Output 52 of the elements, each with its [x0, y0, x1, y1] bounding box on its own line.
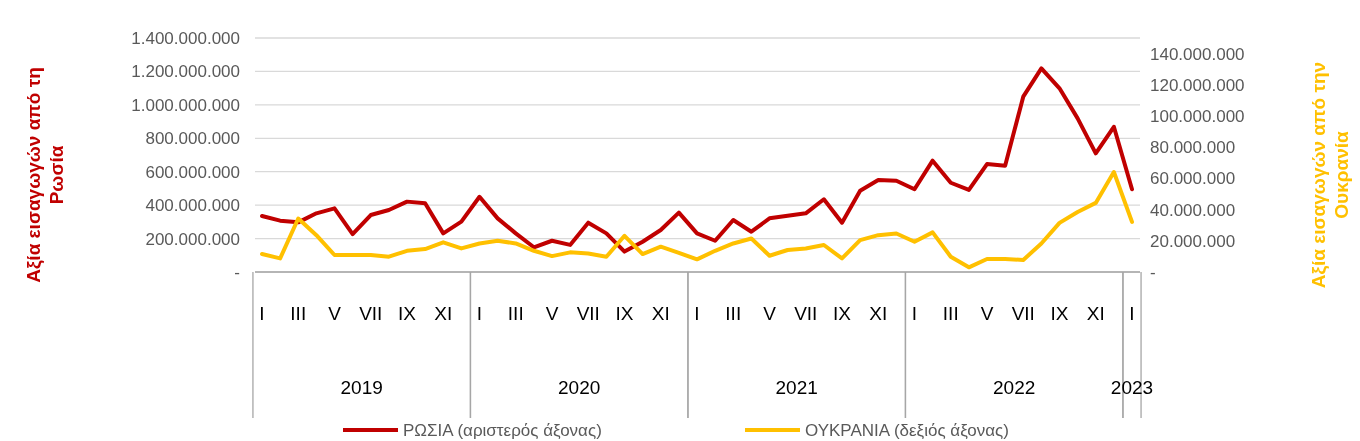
x-tick-label: XI	[651, 303, 670, 324]
x-tick-label: I	[259, 303, 265, 324]
x-tick-label: VII	[576, 303, 600, 324]
x-tick-label: V	[980, 303, 994, 324]
y2-tick-label: 60.000.000	[1150, 169, 1236, 189]
text: 2019	[340, 377, 383, 398]
x-tick-label: III	[725, 303, 742, 324]
x-tick-label: I	[911, 303, 918, 324]
y2-tick-label: 20.000.000	[1150, 231, 1236, 251]
x-tick-label: V	[545, 303, 559, 324]
legend-label: ΟΥΚΡΑΝΙΑ (δεξιός άξονας)	[805, 420, 1009, 440]
x-tick-label: I	[476, 303, 483, 324]
y-tick-label: 200.000.000	[145, 229, 240, 249]
x-tick-label: III	[507, 303, 524, 324]
x-tick-label: IX	[398, 303, 417, 324]
y-tick-label: 1.000.000.000	[131, 95, 240, 115]
x-tick-label: VII	[1011, 303, 1035, 324]
line-series	[260, 170, 1134, 270]
y2-tick-label: 80.000.000	[1150, 138, 1236, 158]
text: 2023	[1110, 377, 1154, 398]
x-tick-label: IX	[615, 303, 634, 324]
y-tick-label: 1.400.000.000	[131, 28, 240, 48]
y-axis-title: Αξία εισαγωγών από τη Ρωσία	[23, 67, 67, 283]
x-tick-label: IX	[1050, 303, 1069, 324]
x-tick-label: III	[942, 303, 959, 324]
x-tick-label: XI	[434, 303, 453, 324]
x-tick-label: V	[328, 303, 342, 324]
line-series	[260, 66, 1134, 254]
text: 2020	[558, 377, 601, 398]
legend-label: ΡΩΣΙΑ (αριστερός άξονας)	[403, 420, 602, 440]
x-tick-label: V	[763, 303, 777, 324]
x-tick-label: I	[1129, 303, 1135, 324]
y-tick-label: 400.000.000	[145, 196, 240, 216]
y-tick-label: 800.000.000	[145, 129, 240, 149]
y2-tick-label: -	[1150, 262, 1156, 282]
y-tick-label: 1.200.000.000	[131, 62, 240, 82]
text: 2021	[775, 377, 818, 398]
y2-tick-label: 100.000.000	[1150, 106, 1245, 126]
y2-tick-label: 140.000.000	[1150, 44, 1245, 64]
x-tick-label: IX	[833, 303, 852, 324]
y2-tick-label: 120.000.000	[1150, 75, 1245, 95]
x-tick-label: I	[694, 303, 700, 324]
y2-axis-title: Αξία εισαγωγών από την Ουκρανία	[1308, 61, 1352, 289]
y-tick-label: -	[234, 262, 240, 282]
x-tick-label: VII	[794, 303, 818, 324]
x-tick-label: XI	[869, 303, 888, 324]
x-tick-label: III	[290, 303, 307, 324]
text: 2022	[993, 377, 1036, 398]
y-tick-label: 600.000.000	[145, 162, 240, 182]
y2-tick-label: 40.000.000	[1150, 200, 1236, 220]
x-tick-label: XI	[1086, 303, 1105, 324]
x-tick-label: VII	[359, 303, 383, 324]
